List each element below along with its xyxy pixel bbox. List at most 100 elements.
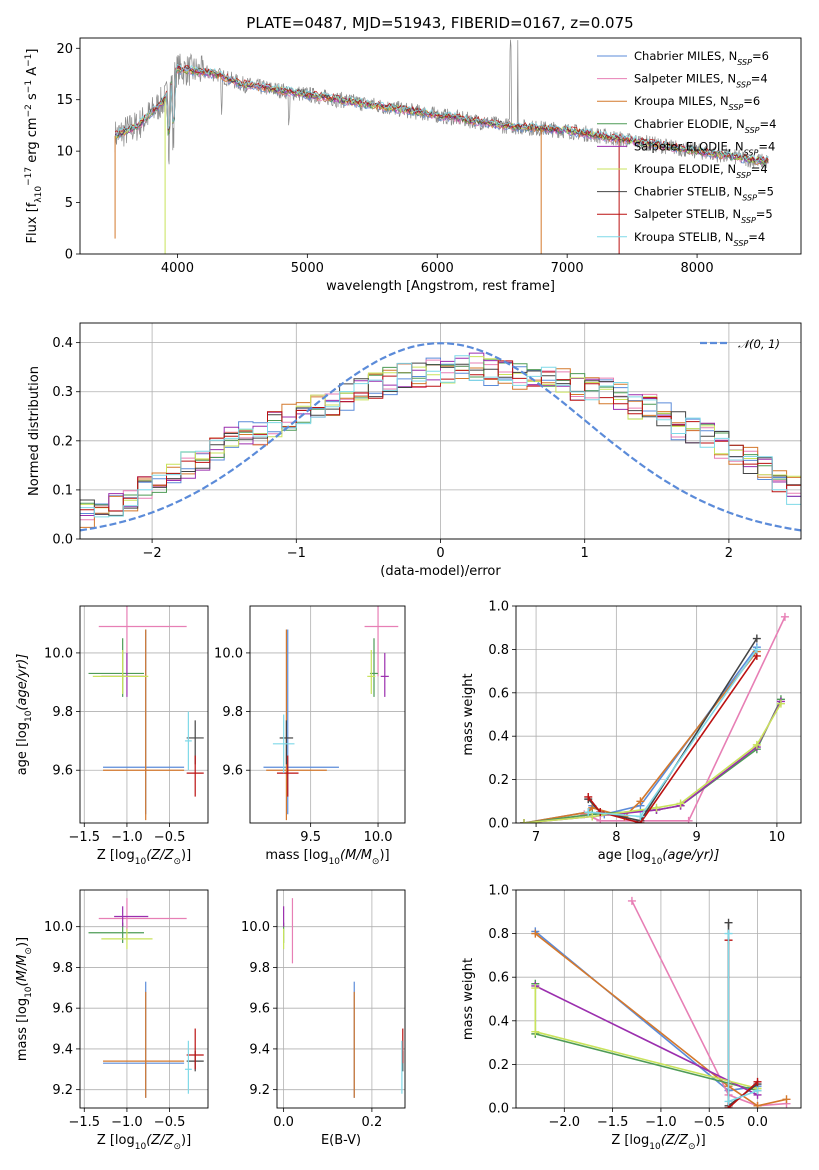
y-axis-label-part: 10 xyxy=(34,186,44,198)
x-axis-label-part: )] xyxy=(181,848,191,863)
legend-label-text: Salpeter MILES, N xyxy=(634,72,736,86)
x-tick-label: −0.5 xyxy=(154,1115,186,1130)
x-tick-label: 4000 xyxy=(161,261,194,276)
residual-histogram-chabrier_miles xyxy=(80,357,801,539)
y-tick-label: 0.8 xyxy=(488,927,509,942)
legend-label-sub: SSP xyxy=(741,216,756,225)
model-spectrum-kroupa_stelib xyxy=(115,63,769,162)
y-axis-label: age [log10(age/yr)] xyxy=(15,654,34,776)
normal-curve xyxy=(80,342,801,532)
series-line-chabrier_elodie xyxy=(534,983,758,1092)
x-axis-label: Z [log10(Z/Z⊙)] xyxy=(97,1133,191,1152)
residuals-axes: −2 −1 0 1 2 0.0 0.1 0.2 0.3 0.4 (data-model)/error… xyxy=(27,323,801,579)
x-axis-label-part: Z [log xyxy=(611,1133,649,1148)
x-axis-label-part: (Z/Z xyxy=(146,848,174,863)
x-axis-label-part: Z [log xyxy=(97,848,135,863)
legend-label-sub: SSP xyxy=(737,58,752,67)
y-tick-label: 9.2 xyxy=(249,1083,270,1098)
y-axis-label-part: mass [log xyxy=(15,998,30,1061)
y-tick-label: 0.2 xyxy=(488,1058,509,1073)
y-tick-label: 9.2 xyxy=(52,1083,73,1098)
x-axis-label: wavelength [Angstrom, rest frame] xyxy=(326,279,555,294)
data-point-kroupa_elodie xyxy=(531,1027,540,1036)
y-tick-label: 10.0 xyxy=(44,920,73,935)
data-point-kroupa_elodie xyxy=(676,799,685,808)
y-tick-label: 10.0 xyxy=(241,920,270,935)
massweight_vs_Z-plot-area xyxy=(531,896,791,1108)
series-line-kroupa_stelib xyxy=(727,933,758,1103)
x-tick-label: 8000 xyxy=(681,261,714,276)
legend-label-suffix: =4 xyxy=(751,72,768,86)
legend-label-text: Chabrier ELODIE, N xyxy=(634,117,745,131)
y-axis-label-part: (M/M xyxy=(15,955,30,987)
x-tick-label: 5000 xyxy=(291,261,324,276)
residual-histogram-kroupa_stelib xyxy=(80,355,801,539)
x-tick-label: −2.0 xyxy=(549,1115,581,1130)
residual-histogram-chabrier_elodie xyxy=(80,358,801,539)
x-axis-label-part: age [log xyxy=(598,848,651,863)
y-axis-label-part: λ xyxy=(34,197,44,203)
legend-label: Chabrier ELODIE, NSSP=4 xyxy=(634,117,776,135)
data-point-kroupa_miles xyxy=(531,929,540,938)
data-point-kroupa_stelib xyxy=(724,1097,733,1106)
y-axis-label-part: −1 xyxy=(24,80,34,93)
x-tick-label: 2 xyxy=(725,546,733,561)
mass_vs_Z-axes: −1.5 −1.0 −0.59.29.49.69.810.0Z [log10(Z/Z… xyxy=(15,890,208,1152)
data-point-kroupa_stelib xyxy=(752,645,761,654)
x-tick-label: 0.0 xyxy=(273,1115,294,1130)
y-axis-label-part: )] xyxy=(15,937,30,947)
legend-label-sub: SSP xyxy=(736,171,751,180)
y-tick-label: 1.0 xyxy=(488,884,509,899)
x-axis-label-part: mass [log xyxy=(265,848,328,863)
spectrum-plot-area xyxy=(114,39,769,254)
x-tick-label: 8 xyxy=(612,830,620,845)
y-tick-label: 9.6 xyxy=(52,764,73,779)
y-tick-label: 9.8 xyxy=(222,705,243,720)
legend-label-text: Chabrier MILES, N xyxy=(634,49,737,63)
data-point-kroupa_stelib xyxy=(724,929,733,938)
data-point-kroupa_elodie xyxy=(520,819,529,823)
mass_vs_ebv-plot-area xyxy=(283,898,404,1098)
y-tick-label: 0.1 xyxy=(52,483,73,498)
x-axis-label-part: (Z/Z xyxy=(146,1133,174,1148)
y-axis-label-part: 10 xyxy=(24,710,34,722)
legend-label-sub: SSP xyxy=(745,125,760,134)
data-point-kroupa_miles xyxy=(636,797,645,806)
y-tick-label: 9.4 xyxy=(52,1042,73,1057)
data-point-kroupa_elodie xyxy=(776,699,785,708)
x-tick-label: 7 xyxy=(532,830,540,845)
y-tick-label: 9.8 xyxy=(52,961,73,976)
x-axis-label-part: ⊙ xyxy=(372,857,380,867)
y-tick-label: 9.4 xyxy=(249,1042,270,1057)
series-line-salpeter_stelib xyxy=(587,655,758,823)
legend-label: Kroupa MILES, NSSP=6 xyxy=(634,94,760,112)
mass_vs_ebv-axes: 0.0 0.2 9.2 9.4 9.6 9.8 10.0 E(B-V) xyxy=(241,890,405,1148)
figure-title: PLATE=0487, MJD=51943, FIBERID=0167, z=0… xyxy=(246,14,633,32)
series-line-kroupa_miles xyxy=(523,651,758,823)
legend-label: Salpeter MILES, NSSP=4 xyxy=(634,72,768,90)
y-axis-label: mass weight xyxy=(461,958,476,1040)
y-tick-label: 20 xyxy=(56,42,73,57)
x-axis-label: E(B-V) xyxy=(321,1133,361,1148)
y-axis-label-part: erg cm xyxy=(25,117,40,166)
x-axis-label-part: 10 xyxy=(651,857,663,867)
x-axis-label: mass [log10(M/M⊙)] xyxy=(265,848,389,867)
legend-label: Salpeter STELIB, NSSP=5 xyxy=(634,207,773,225)
axes-frame xyxy=(249,605,406,824)
legend-label-suffix: =6 xyxy=(743,94,760,108)
x-axis-label: Z [log10(Z/Z⊙)] xyxy=(611,1133,705,1152)
x-tick-label: 0.2 xyxy=(362,1115,383,1130)
y-axis-label: mass weight xyxy=(461,673,476,755)
data-point-kroupa_elodie xyxy=(531,984,540,993)
data-point-kroupa_elodie xyxy=(752,740,761,749)
y-axis-label-part: s xyxy=(25,93,40,104)
residuals-plot-area xyxy=(80,342,801,539)
legend-label: Salpeter ELODIE, NSSP=4 xyxy=(634,139,775,157)
y-tick-label: 15 xyxy=(56,93,73,108)
x-tick-label: −2 xyxy=(143,546,162,561)
legend-label-suffix: =4 xyxy=(748,230,765,244)
y-tick-label: 0.0 xyxy=(488,817,509,832)
y-axis-label-part: 10 xyxy=(24,986,34,998)
y-tick-label: 9.6 xyxy=(249,1002,270,1017)
